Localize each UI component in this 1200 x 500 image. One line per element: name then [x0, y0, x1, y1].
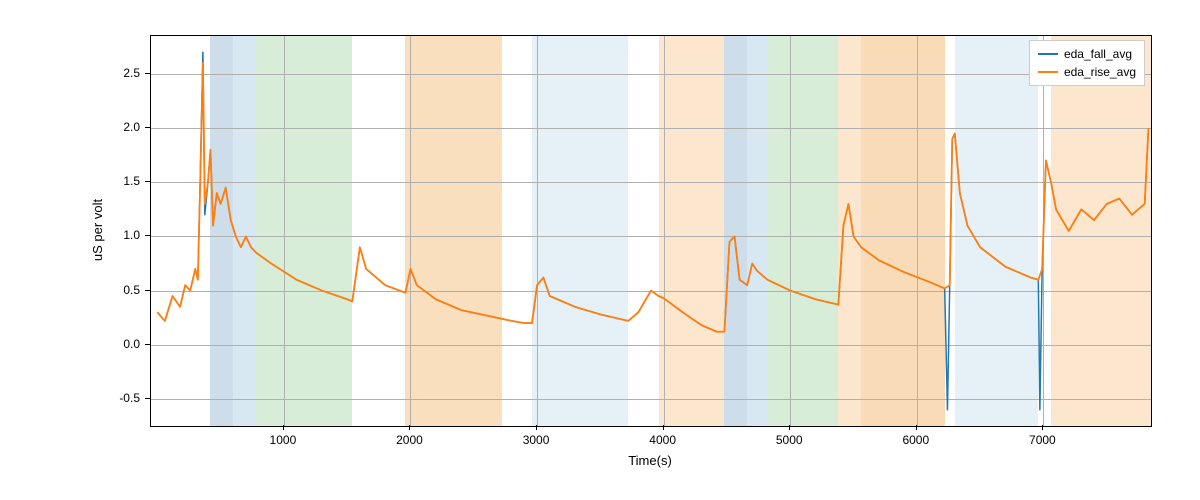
plot-area: eda_fall_avg eda_rise_avg — [150, 35, 1152, 427]
x-tick-label: 6000 — [902, 433, 929, 447]
x-tick-label: 3000 — [523, 433, 550, 447]
y-tick-label: 2.5 — [110, 66, 140, 80]
legend-item: eda_fall_avg — [1038, 45, 1136, 63]
legend-label: eda_fall_avg — [1064, 47, 1132, 61]
legend: eda_fall_avg eda_rise_avg — [1029, 40, 1145, 86]
x-tick-label: 2000 — [396, 433, 423, 447]
y-tick-label: 1.5 — [110, 174, 140, 188]
series-line — [157, 52, 1148, 410]
y-tick-label: 0.0 — [110, 337, 140, 351]
legend-label: eda_rise_avg — [1064, 65, 1136, 79]
legend-swatch — [1038, 53, 1058, 55]
x-tick-label: 7000 — [1029, 433, 1056, 447]
x-tick-label: 5000 — [776, 433, 803, 447]
legend-item: eda_rise_avg — [1038, 63, 1136, 81]
y-axis-label: uS per volt — [90, 199, 105, 261]
y-tick-label: 2.0 — [110, 120, 140, 134]
y-tick-label: 1.0 — [110, 228, 140, 242]
y-tick-label: -0.5 — [110, 391, 140, 405]
series-line — [157, 63, 1148, 332]
x-axis-label: Time(s) — [628, 453, 672, 468]
x-tick-label: 4000 — [649, 433, 676, 447]
y-tick-label: 0.5 — [110, 283, 140, 297]
line-series — [151, 36, 1151, 426]
chart-container: eda_fall_avg eda_rise_avg 1000 2000 3000 400… — [0, 0, 1200, 500]
x-tick-label: 1000 — [270, 433, 297, 447]
legend-swatch — [1038, 71, 1058, 73]
